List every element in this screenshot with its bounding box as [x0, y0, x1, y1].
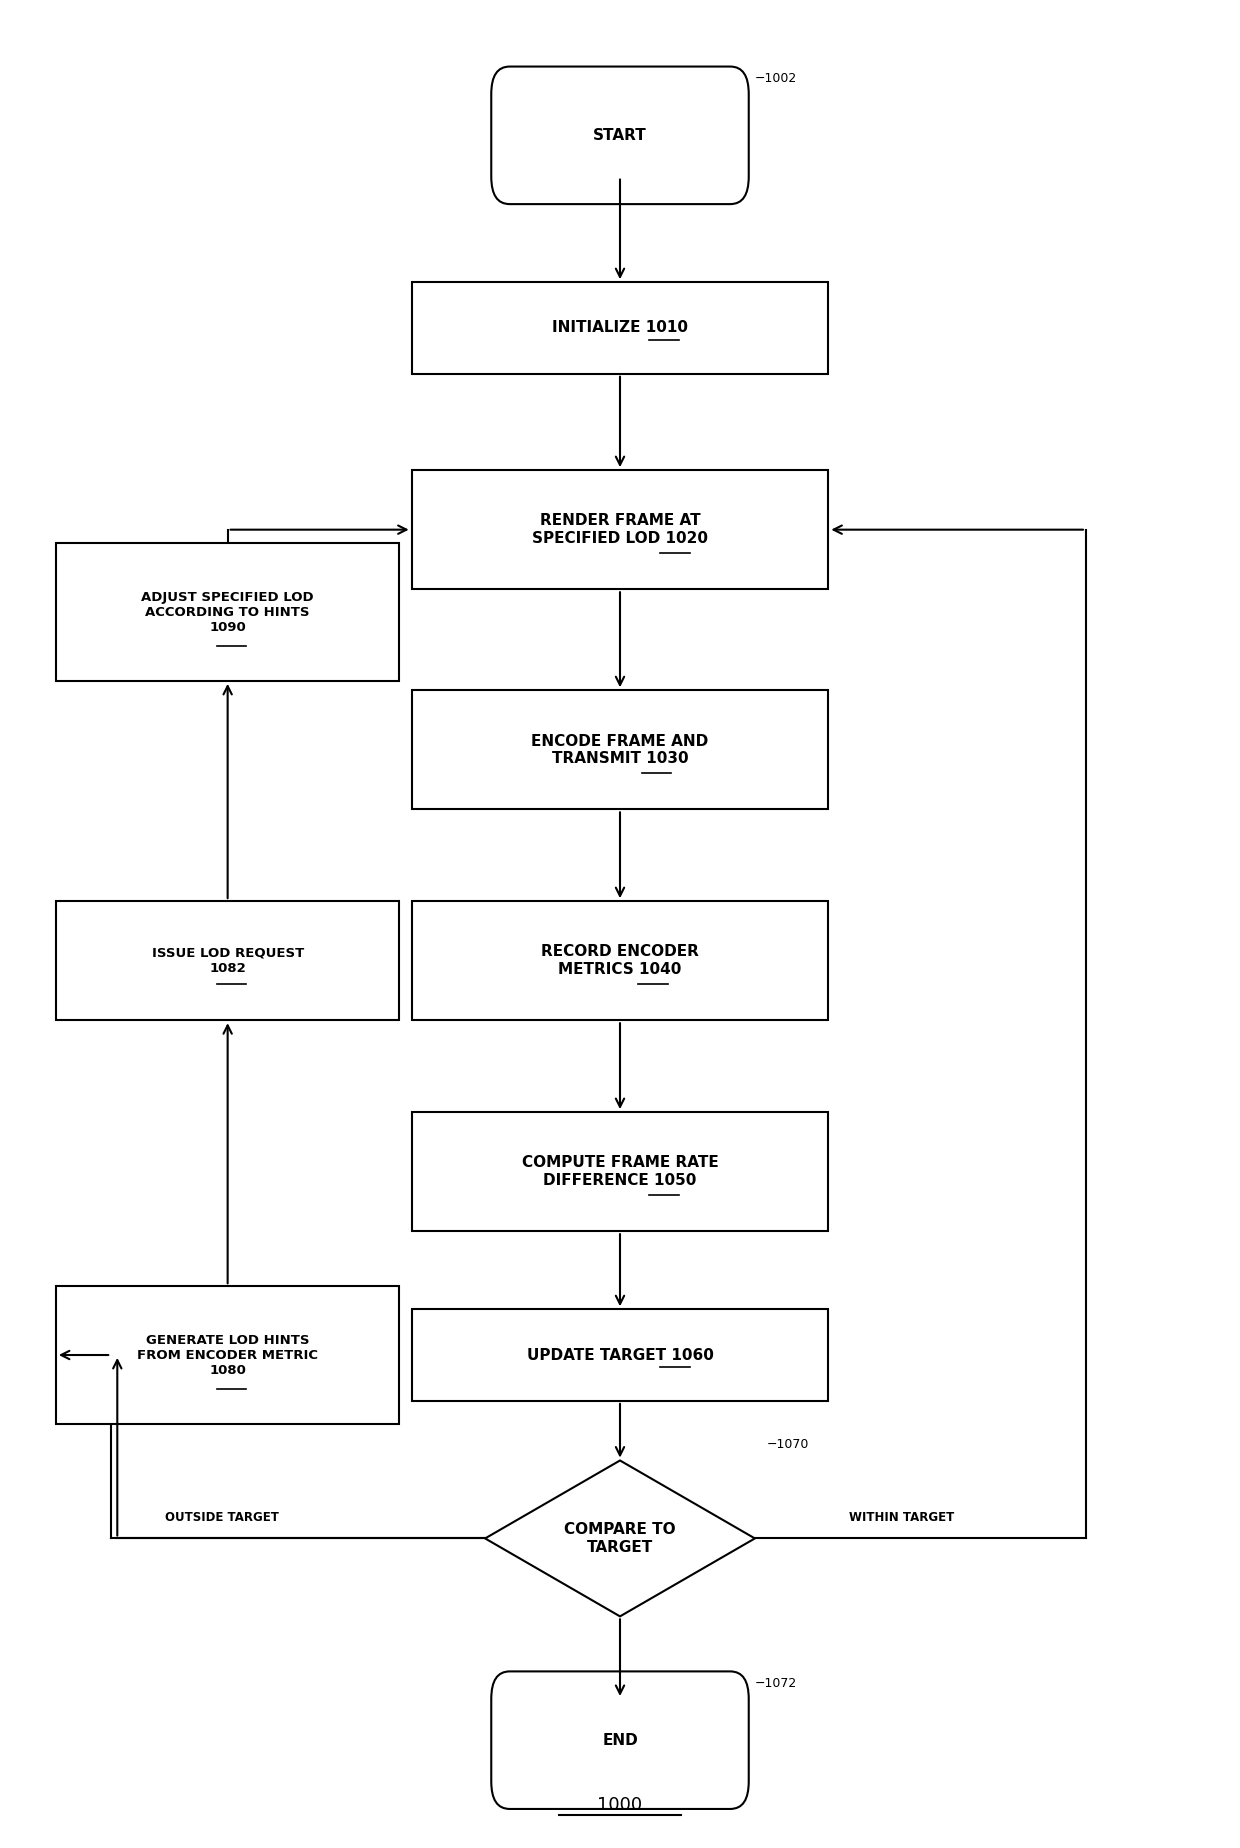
Bar [56, 1286, 399, 1423]
Text: GENERATE LOD HINTS
FROM ENCODER METRIC
1080: GENERATE LOD HINTS FROM ENCODER METRIC 1… [138, 1334, 319, 1377]
Text: END: END [603, 1733, 637, 1748]
Text: −1002: −1002 [755, 72, 797, 85]
Text: ISSUE LOD REQUEST
1082: ISSUE LOD REQUEST 1082 [151, 946, 304, 974]
Bar [412, 1112, 828, 1231]
FancyBboxPatch shape [491, 67, 749, 203]
Bar [412, 283, 828, 373]
Bar [412, 469, 828, 590]
Text: ADJUST SPECIFIED LOD
ACCORDING TO HINTS
1090: ADJUST SPECIFIED LOD ACCORDING TO HINTS … [141, 591, 314, 634]
Bar [56, 543, 399, 680]
Polygon shape [485, 1460, 755, 1617]
Text: −1070: −1070 [768, 1438, 810, 1451]
Text: INITIALIZE 1010: INITIALIZE 1010 [552, 320, 688, 336]
Text: RECORD ENCODER
METRICS 1040: RECORD ENCODER METRICS 1040 [541, 944, 699, 978]
Text: WITHIN TARGET: WITHIN TARGET [849, 1512, 955, 1525]
Text: COMPARE TO
TARGET: COMPARE TO TARGET [564, 1523, 676, 1554]
Text: RENDER FRAME AT
SPECIFIED LOD 1020: RENDER FRAME AT SPECIFIED LOD 1020 [532, 514, 708, 545]
Bar [412, 689, 828, 809]
Text: START: START [593, 128, 647, 142]
Text: OUTSIDE TARGET: OUTSIDE TARGET [165, 1512, 279, 1525]
Text: ENCODE FRAME AND
TRANSMIT 1030: ENCODE FRAME AND TRANSMIT 1030 [532, 734, 708, 765]
Text: 1000: 1000 [598, 1796, 642, 1813]
Bar [412, 902, 828, 1020]
FancyBboxPatch shape [491, 1671, 749, 1809]
Bar [412, 1308, 828, 1401]
Text: −1072: −1072 [755, 1676, 797, 1689]
Text: COMPUTE FRAME RATE
DIFFERENCE 1050: COMPUTE FRAME RATE DIFFERENCE 1050 [522, 1155, 718, 1188]
Bar [56, 902, 399, 1020]
Text: UPDATE TARGET 1060: UPDATE TARGET 1060 [527, 1347, 713, 1362]
